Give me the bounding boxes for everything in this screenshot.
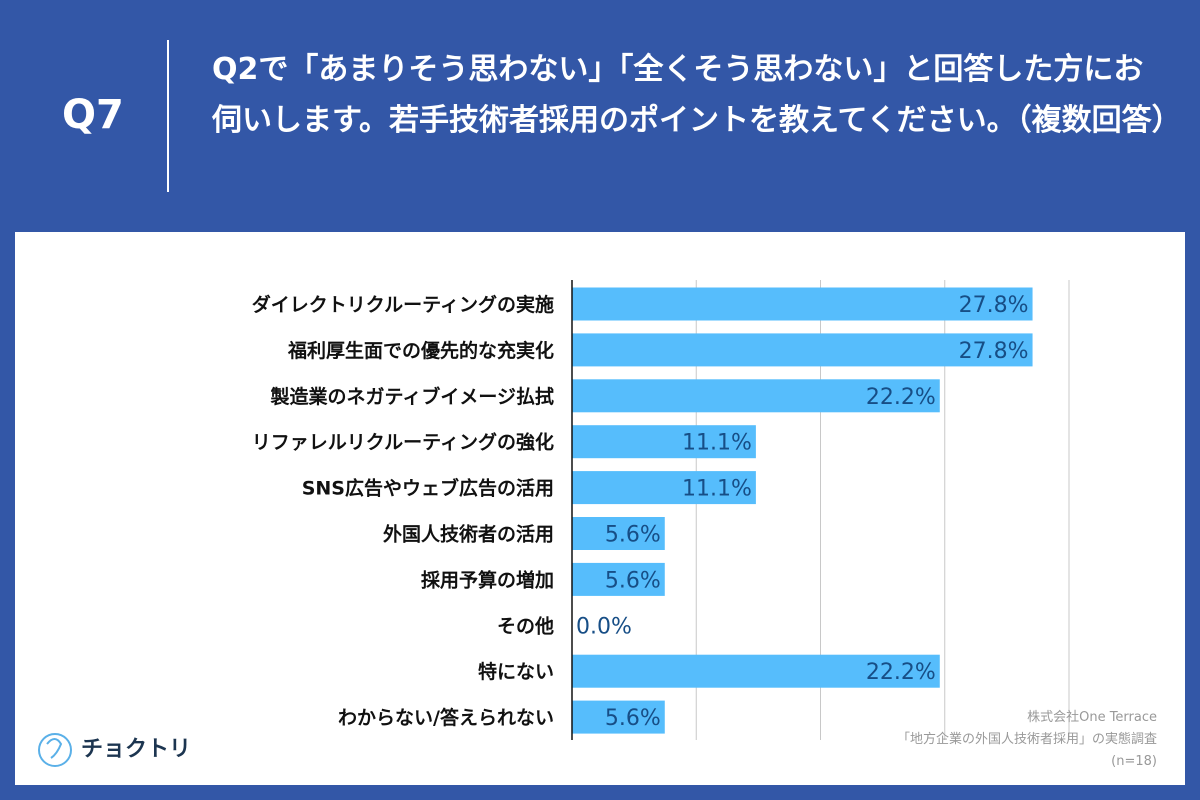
data-label: 27.8%	[959, 293, 1029, 318]
bar	[572, 287, 1033, 321]
data-label: 11.1%	[682, 431, 752, 456]
bar	[572, 425, 756, 459]
data-label: 5.6%	[605, 568, 661, 593]
data-label: 5.6%	[605, 523, 661, 548]
question-number: Q7	[62, 92, 124, 138]
source-note: 株式会社One Terrace 「地方企業の外国人技術者採用」の実態調査 (n=…	[897, 707, 1157, 773]
logo-text: チョクトリ	[81, 737, 192, 762]
category-label: 採用予算の増加	[421, 568, 554, 591]
category-label: 外国人技術者の活用	[383, 523, 554, 546]
category-label: 福利厚生面での優先的な充実化	[287, 339, 554, 362]
category-label: その他	[497, 614, 554, 637]
source-company: 株式会社One Terrace	[1027, 710, 1157, 725]
category-label: 製造業のネガティブイメージ払拭	[270, 385, 554, 408]
category-label: わからない/答えられない	[338, 706, 554, 729]
bar	[572, 562, 665, 596]
logo: チョクトリ	[35, 724, 191, 770]
question-title: Q2で「あまりそう思わない」「全くそう思わない」と回答した方にお伺いします。若手…	[212, 52, 1182, 138]
data-label: 22.2%	[866, 385, 936, 410]
category-label: 特にない	[478, 661, 554, 683]
source-survey: 「地方企業の外国人技術者採用」の実態調査	[896, 732, 1157, 747]
bar-chart: ダイレクトリクルーティングの実施 27.8% 福利厚生面での優先的な充実化 27.8%…	[252, 280, 1070, 740]
data-label: 11.1%	[682, 477, 752, 502]
category-label: SNS広告やウェブ広告の活用	[302, 477, 554, 500]
bar	[572, 471, 756, 505]
category-label: リファレルリクルーティングの強化	[252, 431, 554, 454]
category-label: ダイレクトリクルーティングの実施	[252, 293, 554, 316]
logo-icon	[38, 733, 72, 767]
data-label: 27.8%	[959, 339, 1029, 364]
bar	[572, 700, 665, 734]
bar	[572, 333, 1033, 367]
divider	[167, 40, 169, 192]
data-label: 0.0%	[576, 614, 632, 639]
chart-panel: ダイレクトリクルーティングの実施 27.8% 福利厚生面での優先的な充実化 27.8%…	[15, 232, 1185, 785]
bar	[572, 654, 940, 688]
data-label: 5.6%	[605, 706, 661, 731]
data-label: 22.2%	[866, 660, 936, 685]
bar	[572, 379, 940, 413]
sample-size: (n=18)	[1111, 754, 1157, 769]
bar	[572, 517, 665, 550]
